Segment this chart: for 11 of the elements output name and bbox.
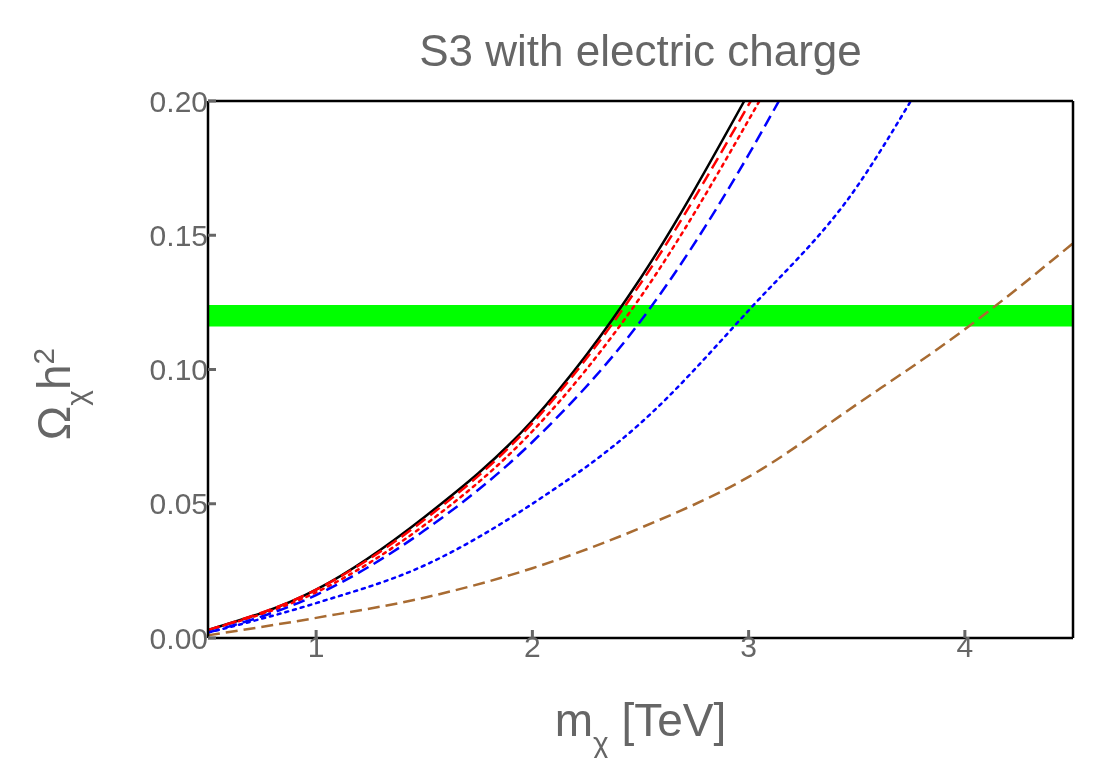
- y-tick-label: 0.05: [149, 487, 208, 521]
- x-tick-label: 2: [524, 630, 541, 664]
- x-tick-label: 3: [740, 630, 757, 664]
- y-tick-label: 0.10: [149, 353, 208, 387]
- x-tick-label: 4: [956, 630, 974, 664]
- chart-title: S3 with electric charge: [419, 26, 862, 75]
- y-tick-label: 0.00: [149, 621, 208, 655]
- y-tick-label: 0.15: [149, 218, 208, 252]
- x-axis-title: m$_{χ}$ [TeV]: [554, 694, 727, 759]
- y-tick-label: 0.20: [149, 84, 208, 118]
- x-tick-label: 1: [307, 630, 325, 664]
